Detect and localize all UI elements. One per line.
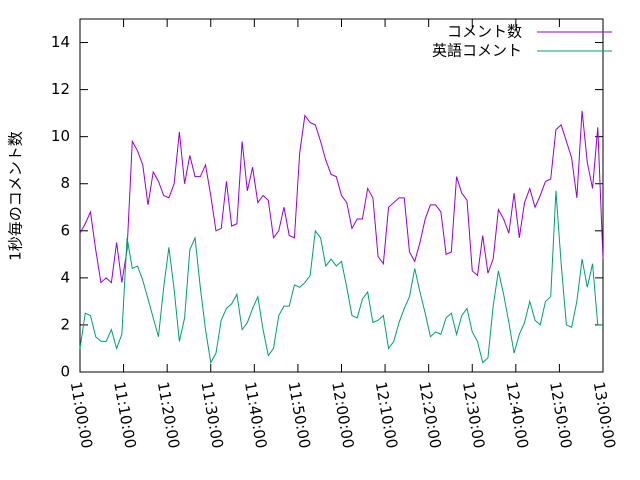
x-tick-label: 11:40:00 — [241, 380, 270, 449]
series-line — [79, 110, 604, 284]
x-tick-label: 12:50:00 — [546, 380, 575, 449]
x-tick-label: 13:00:00 — [590, 380, 619, 449]
x-tick-label: 12:40:00 — [502, 380, 531, 449]
y-tick-label: 12 — [51, 80, 70, 98]
y-tick-label: 0 — [60, 363, 70, 381]
y-axis-label: 1秒毎のコメント数 — [7, 131, 25, 261]
x-tick-label: 11:00:00 — [67, 380, 96, 449]
y-tick-label: 8 — [60, 174, 70, 192]
legend-label: 英語コメント — [432, 42, 522, 60]
y-tick-label: 10 — [51, 127, 70, 145]
x-tick-label: 11:30:00 — [197, 380, 226, 449]
y-tick-label: 6 — [60, 221, 70, 239]
x-tick-label: 11:50:00 — [285, 380, 314, 449]
x-tick-label: 12:20:00 — [415, 380, 444, 449]
x-tick-label: 11:10:00 — [110, 380, 139, 449]
series-line — [79, 190, 603, 365]
x-tick-label: 12:10:00 — [372, 380, 401, 449]
x-tick-label: 12:00:00 — [328, 380, 357, 449]
x-tick-label: 12:30:00 — [459, 380, 488, 449]
legend-label: コメント数 — [447, 23, 522, 41]
y-tick-label: 2 — [60, 315, 70, 333]
x-tick-label: 11:20:00 — [154, 380, 183, 449]
y-tick-label: 14 — [51, 33, 70, 51]
y-tick-label: 4 — [60, 268, 70, 286]
